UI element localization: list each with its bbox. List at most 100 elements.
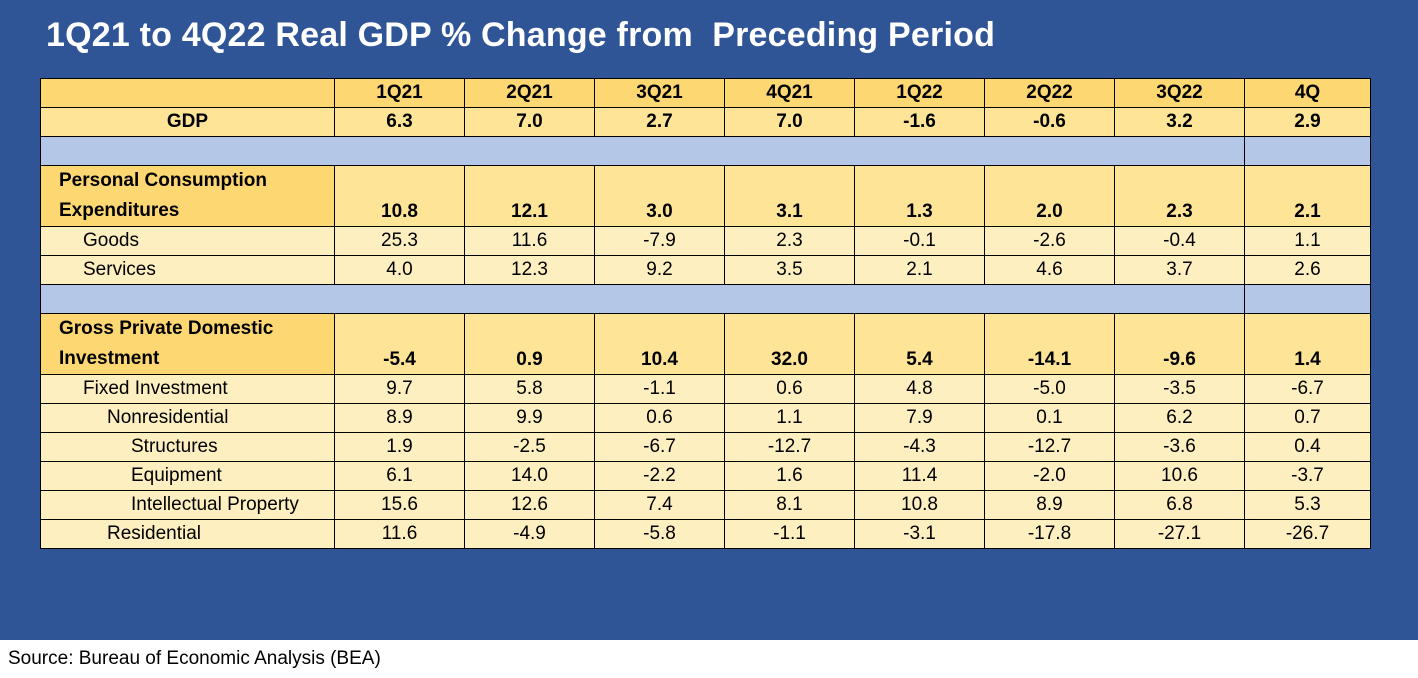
row-label: Structures <box>40 432 335 462</box>
table-cell: -1.1 <box>724 519 855 549</box>
table-cell: 2.3 <box>1114 165 1245 227</box>
table-cell: 2.1 <box>1244 165 1371 227</box>
table-cell: -2.2 <box>594 461 725 491</box>
table-cell: 10.8 <box>334 165 465 227</box>
table-cell: -0.4 <box>1114 226 1245 256</box>
table-cell: 2.1 <box>854 255 985 285</box>
table-row: Residential 11.6 -4.9 -5.8 -1.1 -3.1 -17.8 -27.… <box>40 519 1371 549</box>
row-label: Personal Consumption Expenditures <box>40 165 335 227</box>
table-cell: 4.6 <box>984 255 1115 285</box>
table-cell: 9.7 <box>334 374 465 404</box>
table-cell: -5.8 <box>594 519 725 549</box>
row-label-line: Personal Consumption <box>59 170 267 191</box>
row-label: Gross Private Domestic Investment <box>40 313 335 375</box>
table-cell: -0.1 <box>854 226 985 256</box>
table-cell: -1.6 <box>854 107 985 137</box>
table-row: Structures 1.9 -2.5 -6.7 -12.7 -4.3 -12.7 -3.6 0… <box>40 432 1371 462</box>
slide-frame: 1Q21 to 4Q22 Real GDP % Change from Prec… <box>0 0 1418 640</box>
table-cell: 8.9 <box>334 403 465 433</box>
table-cell: -14.1 <box>984 313 1115 375</box>
gdp-row: GDP 6.3 7.0 2.7 7.0 -1.6 -0.6 3.2 2.9 <box>40 107 1371 137</box>
table-row: Equipment 6.1 14.0 -2.2 1.6 11.4 -2.0 10.6 -3.7 <box>40 461 1371 491</box>
column-header: 2Q22 <box>984 78 1115 108</box>
table-cell: -26.7 <box>1244 519 1371 549</box>
table-cell: 10.8 <box>854 490 985 520</box>
table-cell: -9.6 <box>1114 313 1245 375</box>
table-cell: 0.6 <box>724 374 855 404</box>
column-header: 2Q21 <box>464 78 595 108</box>
table-cell: 6.3 <box>334 107 465 137</box>
table-cell: 2.7 <box>594 107 725 137</box>
row-label: Goods <box>40 226 335 256</box>
table-row: Intellectual Property 15.6 12.6 7.4 8.1 10.8 8… <box>40 490 1371 520</box>
table-cell: -0.6 <box>984 107 1115 137</box>
table-cell: -2.5 <box>464 432 595 462</box>
chart-title: 1Q21 to 4Q22 Real GDP % Change from Prec… <box>46 16 996 54</box>
spacer-cell <box>1244 284 1371 314</box>
table-cell: 2.3 <box>724 226 855 256</box>
table-cell: 1.1 <box>724 403 855 433</box>
table-cell: 3.2 <box>1114 107 1245 137</box>
table-cell: 1.1 <box>1244 226 1371 256</box>
table-cell: -3.7 <box>1244 461 1371 491</box>
table-cell: 11.4 <box>854 461 985 491</box>
table-cell: 3.0 <box>594 165 725 227</box>
table-cell: -5.0 <box>984 374 1115 404</box>
table-cell: -2.6 <box>984 226 1115 256</box>
table-cell: 0.4 <box>1244 432 1371 462</box>
row-label: Fixed Investment <box>40 374 335 404</box>
table-cell: -12.7 <box>724 432 855 462</box>
table-cell: -4.9 <box>464 519 595 549</box>
table-cell: 2.0 <box>984 165 1115 227</box>
table-row: Nonresidential 8.9 9.9 0.6 1.1 7.9 0.1 6.2 0.7 <box>40 403 1371 433</box>
table-cell: -2.0 <box>984 461 1115 491</box>
spacer-row <box>40 136 1371 166</box>
table-cell: 7.0 <box>724 107 855 137</box>
row-label: Intellectual Property <box>40 490 335 520</box>
table-cell: -7.9 <box>594 226 725 256</box>
table-cell: 11.6 <box>334 519 465 549</box>
table-cell: 6.8 <box>1114 490 1245 520</box>
row-label: Services <box>40 255 335 285</box>
table-cell: 7.4 <box>594 490 725 520</box>
table-cell: 9.9 <box>464 403 595 433</box>
spacer-cell <box>40 136 1245 166</box>
table-cell: 0.9 <box>464 313 595 375</box>
table-cell: 3.1 <box>724 165 855 227</box>
row-label: Nonresidential <box>40 403 335 433</box>
table-cell: -4.3 <box>854 432 985 462</box>
table-cell: -3.1 <box>854 519 985 549</box>
spacer-row <box>40 284 1371 314</box>
table-cell: 0.6 <box>594 403 725 433</box>
table-cell: 9.2 <box>594 255 725 285</box>
table-cell: 3.7 <box>1114 255 1245 285</box>
table-row: Services 4.0 12.3 9.2 3.5 2.1 4.6 3.7 2.6 <box>40 255 1371 285</box>
table-cell: 8.9 <box>984 490 1115 520</box>
table-cell: 15.6 <box>334 490 465 520</box>
column-header: 1Q21 <box>334 78 465 108</box>
table-cell: 2.6 <box>1244 255 1371 285</box>
table-cell: 25.3 <box>334 226 465 256</box>
table-cell: -3.6 <box>1114 432 1245 462</box>
table-cell: 2.9 <box>1244 107 1371 137</box>
gdp-table: 1Q21 2Q21 3Q21 4Q21 1Q22 2Q22 3Q22 4Q GDP 6.3 7.0 2… <box>40 78 1371 549</box>
table-row: Goods 25.3 11.6 -7.9 2.3 -0.1 -2.6 -0.4 1.1 <box>40 226 1371 256</box>
table-cell: 6.2 <box>1114 403 1245 433</box>
table-cell: 0.1 <box>984 403 1115 433</box>
table-cell: 1.6 <box>724 461 855 491</box>
table-cell: 14.0 <box>464 461 595 491</box>
row-label-line: Gross Private Domestic <box>59 318 274 339</box>
column-header: 1Q22 <box>854 78 985 108</box>
table-cell: 32.0 <box>724 313 855 375</box>
table-cell: -6.7 <box>594 432 725 462</box>
column-header: 3Q22 <box>1114 78 1245 108</box>
table-cell: -3.5 <box>1114 374 1245 404</box>
row-label-line: Investment <box>59 348 160 369</box>
table-cell: -5.4 <box>334 313 465 375</box>
table-cell: -12.7 <box>984 432 1115 462</box>
table-cell: -27.1 <box>1114 519 1245 549</box>
table-cell: -17.8 <box>984 519 1115 549</box>
table-cell: 4.8 <box>854 374 985 404</box>
table-cell: 10.6 <box>1114 461 1245 491</box>
table-cell: -6.7 <box>1244 374 1371 404</box>
